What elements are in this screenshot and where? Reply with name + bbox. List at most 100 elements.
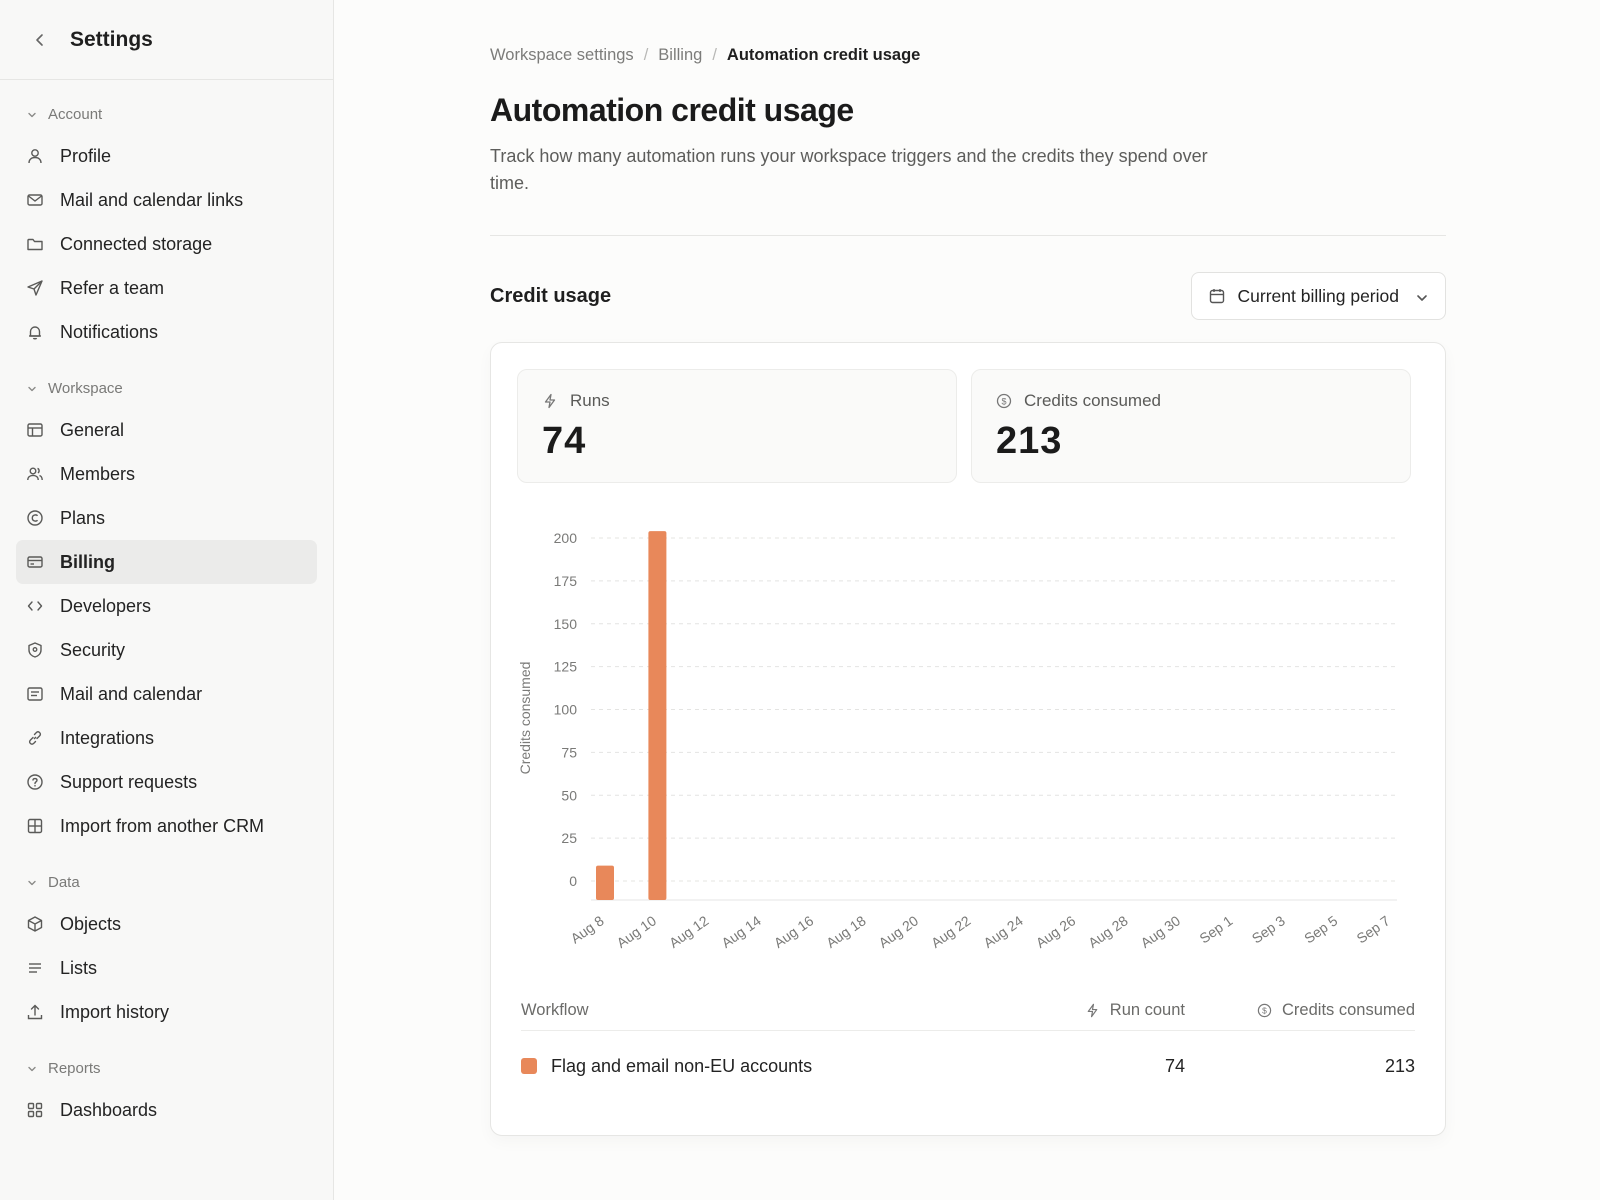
- sidebar-item-import-from-another-crm[interactable]: Import from another CRM: [16, 804, 317, 848]
- sidebar-item-label: Lists: [60, 957, 98, 978]
- sidebar-item-general[interactable]: General: [16, 408, 317, 452]
- sidebar-item-objects[interactable]: Objects: [16, 902, 317, 946]
- credits-bar-chart: 0 25 50 75 100 125 150 175 200 Credits consumed Au…: [511, 513, 1421, 983]
- header-workflow[interactable]: Workflow: [521, 1001, 589, 1019]
- credits-value: 213: [996, 420, 1063, 462]
- credit-usage-header: Credit usage Current billing period: [490, 272, 1446, 320]
- copyright-icon: [26, 509, 44, 527]
- dashboard-icon: [26, 1101, 44, 1119]
- header-run-count-cell[interactable]: Run count: [1005, 1001, 1185, 1020]
- breadcrumb-separator: /: [643, 45, 649, 64]
- x-tick-label: Aug 10: [614, 912, 660, 951]
- x-tick-label: Aug 22: [928, 912, 974, 951]
- folder-icon: [26, 235, 44, 253]
- lightning-icon: [542, 393, 558, 409]
- sidebar-item-label: Profile: [60, 145, 112, 166]
- sidebar-item-label: General: [60, 419, 125, 440]
- x-tick-label: Aug 18: [823, 912, 869, 951]
- sidebar-group-reports[interactable]: Reports: [16, 1056, 317, 1080]
- sidebar-group-label: Data: [48, 873, 80, 891]
- sidebar-group-label: Reports: [48, 1059, 101, 1077]
- credits-stat-label-row: $ Credits consumed: [996, 390, 1386, 412]
- sidebar-item-label: Developers: [60, 595, 152, 616]
- mail-icon: [26, 191, 44, 209]
- x-tick-label: Aug 20: [876, 912, 922, 951]
- shield-icon: [26, 641, 44, 659]
- sidebar-item-notifications[interactable]: Notifications: [16, 310, 317, 354]
- x-tick-label: Aug 14: [718, 912, 764, 951]
- sidebar-item-connected-storage[interactable]: Connected storage: [16, 222, 317, 266]
- sidebar-group-account[interactable]: Account: [16, 102, 317, 126]
- table-row[interactable]: Flag and email non-EU accounts 74 213: [521, 1031, 1415, 1101]
- page-description: Track how many automation runs your work…: [490, 146, 1208, 193]
- row-workflow-name: Flag and email non-EU accounts: [551, 1055, 813, 1076]
- calendar-icon: [1208, 287, 1226, 305]
- sidebar-item-mail-and-calendar[interactable]: Mail and calendar: [16, 672, 317, 716]
- sidebar-item-label: Import history: [60, 1001, 170, 1022]
- x-tick-label: Aug 30: [1138, 912, 1184, 951]
- table-header: Workflow Run count $ Credits consumed: [521, 991, 1415, 1031]
- sidebar-item-label: Integrations: [60, 727, 155, 748]
- sidebar-item-label: Refer a team: [60, 277, 165, 298]
- sidebar-group-label: Account: [48, 105, 103, 123]
- main-content: Workspace settings / Billing / Automatio…: [490, 0, 1446, 1136]
- section-divider: [490, 235, 1446, 236]
- link-icon: [26, 729, 44, 747]
- sidebar-item-refer-a-team[interactable]: Refer a team: [16, 266, 317, 310]
- chevron-down-icon: [26, 108, 38, 120]
- users-icon: [26, 465, 44, 483]
- breadcrumb-workspace-settings[interactable]: Workspace settings: [490, 45, 634, 64]
- sidebar-item-import-history[interactable]: Import history: [16, 990, 317, 1034]
- x-tick-label: Aug 16: [771, 912, 817, 951]
- sidebar-group-label: Workspace: [48, 379, 123, 397]
- send-icon: [26, 279, 44, 297]
- x-tick-label: Sep 1: [1196, 912, 1235, 946]
- sidebar-group-workspace[interactable]: Workspace: [16, 376, 317, 400]
- runs-value: 74: [542, 420, 587, 462]
- billing-period-label: Current billing period: [1237, 285, 1399, 306]
- sidebar-item-label: Security: [60, 639, 126, 660]
- breadcrumb-current: Automation credit usage: [726, 45, 921, 64]
- breadcrumb: Workspace settings / Billing / Automatio…: [490, 44, 1446, 66]
- credits-stat-card: $ Credits consumed 213: [971, 369, 1411, 483]
- sidebar-group-data[interactable]: Data: [16, 870, 317, 894]
- sidebar-item-label: Notifications: [60, 321, 159, 342]
- sidebar-item-profile[interactable]: Profile: [16, 134, 317, 178]
- row-credits: 213: [1384, 1055, 1415, 1076]
- breadcrumb-separator: /: [712, 45, 717, 64]
- y-tick-label: 200: [554, 530, 578, 546]
- sidebar-item-members[interactable]: Members: [16, 452, 317, 496]
- y-tick-label: 0: [569, 873, 577, 889]
- sidebar-item-lists[interactable]: Lists: [16, 946, 317, 990]
- sidebar-item-label: Billing: [60, 551, 115, 572]
- chevron-down-icon: [26, 1062, 38, 1074]
- upload-icon: [26, 1003, 44, 1021]
- breadcrumb-billing[interactable]: Billing: [658, 45, 703, 64]
- series-color-swatch: [521, 1058, 537, 1074]
- settings-sidebar: Settings Account Profile Mail and calendar…: [0, 0, 334, 1200]
- runs-stat-label-row: Runs: [542, 390, 932, 412]
- x-tick-label: Sep 5: [1301, 912, 1340, 946]
- bar: [596, 865, 614, 900]
- sidebar-item-security[interactable]: Security: [16, 628, 317, 672]
- bell-icon: [26, 323, 44, 341]
- mail-calendar-icon: [26, 685, 44, 703]
- credit-usage-title: Credit usage: [490, 284, 612, 307]
- sidebar-item-integrations[interactable]: Integrations: [16, 716, 317, 760]
- sidebar-header: Settings: [0, 0, 333, 80]
- header-credits-cell[interactable]: $ Credits consumed: [1185, 1001, 1415, 1020]
- sidebar-item-dashboards[interactable]: Dashboards: [16, 1088, 317, 1132]
- header-credits: Credits consumed: [1282, 1001, 1415, 1019]
- y-tick-label: 150: [554, 616, 578, 632]
- billing-period-select[interactable]: Current billing period: [1190, 272, 1446, 320]
- sidebar-item-developers[interactable]: Developers: [16, 584, 317, 628]
- sidebar-item-label: Support requests: [60, 771, 198, 792]
- sidebar-item-billing[interactable]: Billing: [16, 540, 317, 584]
- chevron-down-icon: [1415, 289, 1429, 303]
- sidebar-item-support-requests[interactable]: Support requests: [16, 760, 317, 804]
- workflow-table: Workflow Run count $ Credits consumed: [521, 991, 1415, 1101]
- y-tick-label: 75: [561, 744, 577, 760]
- sidebar-item-plans[interactable]: Plans: [16, 496, 317, 540]
- sidebar-item-mail-and-calendar-links[interactable]: Mail and calendar links: [16, 178, 317, 222]
- back-chevron-icon[interactable]: [30, 30, 50, 50]
